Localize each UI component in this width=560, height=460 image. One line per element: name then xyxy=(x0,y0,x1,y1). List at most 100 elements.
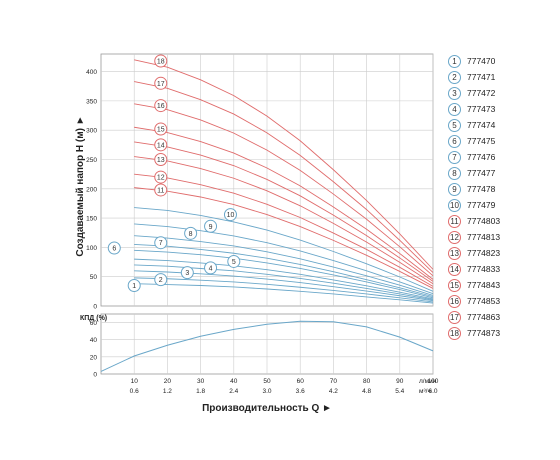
legend-badge: 4 xyxy=(448,102,461,116)
legend-model-number: 7774863 xyxy=(467,312,501,322)
head-tick-label: 300 xyxy=(86,128,97,135)
legend-badge: 5 xyxy=(448,118,461,132)
flow-tick-m3: 3.0 xyxy=(262,388,271,395)
legend-model-number: 7774803 xyxy=(467,216,501,226)
curve-badge-label: 2 xyxy=(159,277,163,284)
legend-item: 1 777470 xyxy=(448,53,558,69)
curve-badge-1: 1 xyxy=(127,278,141,292)
curve-badge-8: 8 xyxy=(184,226,198,240)
curve-badge-label: 6 xyxy=(112,245,116,252)
efficiency-axis-label: КПД (%) xyxy=(80,315,107,322)
flow-tick-m3: 2.4 xyxy=(229,388,238,395)
legend-badge: 13 xyxy=(448,246,461,260)
legend-item: 16 7774853 xyxy=(448,293,558,309)
legend-item: 4 777473 xyxy=(448,101,558,117)
legend-badge: 10 xyxy=(448,198,461,212)
head-tick-label: 400 xyxy=(86,69,97,76)
curve-badge-10: 10 xyxy=(223,208,237,222)
flow-tick-l: 80 xyxy=(363,378,371,385)
legend-badge: 18 xyxy=(448,326,461,340)
legend-model-number: 777472 xyxy=(467,88,496,98)
legend-badge: 15 xyxy=(448,278,461,292)
curve-badge-7: 7 xyxy=(154,236,168,250)
flow-unit-l: л/мин xyxy=(419,378,437,385)
legend-model-number: 777471 xyxy=(467,72,496,82)
legend-item: 9 777478 xyxy=(448,181,558,197)
legend-badge: 14 xyxy=(448,262,461,276)
legend-badge: 7 xyxy=(448,150,461,164)
curve-7774813 xyxy=(134,173,434,287)
head-tick-label: 100 xyxy=(86,245,97,252)
curve-7774853 xyxy=(134,103,434,277)
curve-777477 xyxy=(134,235,434,296)
legend-model-number: 777470 xyxy=(467,56,496,66)
curve-badge-label: 17 xyxy=(157,81,165,88)
curve-badge-3: 3 xyxy=(180,266,194,280)
flow-tick-m3: 0.6 xyxy=(130,388,139,395)
legend-item: 11 7774803 xyxy=(448,213,558,229)
legend-item: 5 777474 xyxy=(448,117,558,133)
curve-badge-label: 18 xyxy=(157,59,165,66)
efficiency-tick-label: 20 xyxy=(90,354,98,361)
flow-tick-l: 100 xyxy=(428,378,439,385)
curve-badge-label: 12 xyxy=(157,175,165,182)
curve-badge-label: 5 xyxy=(232,259,236,266)
curve-badge-11: 11 xyxy=(154,183,168,197)
flow-tick-m3: 6.0 xyxy=(428,388,437,395)
curve-777476 xyxy=(134,244,434,298)
curve-badge-9: 9 xyxy=(204,219,218,233)
flow-unit-m3: м³/ч xyxy=(419,388,431,395)
curve-777470 xyxy=(134,283,434,304)
head-tick-label: 150 xyxy=(86,216,97,223)
legend-badge: 8 xyxy=(448,166,461,180)
curve-777473 xyxy=(134,264,434,301)
legend-item: 14 7774833 xyxy=(448,261,558,277)
flow-tick-m3: 4.2 xyxy=(329,388,338,395)
legend-badge: 3 xyxy=(448,86,461,100)
efficiency-tick-label: 40 xyxy=(90,337,98,344)
legend-model-number: 777479 xyxy=(467,200,496,210)
legend-badge: 11 xyxy=(448,214,461,228)
legend-item: 8 777477 xyxy=(448,165,558,181)
legend-model-number: 7774873 xyxy=(467,328,501,338)
head-tick-label: 50 xyxy=(90,274,98,281)
head-axis: 0 50 100 150 200 250 300 350 400 xyxy=(86,69,97,310)
curve-badge-6: 6 xyxy=(107,241,121,255)
legend-model-number: 777476 xyxy=(467,152,496,162)
curve-badge-13: 13 xyxy=(154,152,168,166)
curve-badge-18: 18 xyxy=(154,54,168,68)
curve-badge-4: 4 xyxy=(204,261,218,275)
legend-model-number: 7774833 xyxy=(467,264,501,274)
legend-item: 12 7774813 xyxy=(448,229,558,245)
curve-badge-label: 13 xyxy=(157,157,165,164)
curve-badge-16: 16 xyxy=(154,99,168,113)
head-tick-label: 200 xyxy=(86,186,97,193)
legend-badge: 1 xyxy=(448,54,461,68)
head-curves xyxy=(134,59,434,304)
curve-badge-label: 8 xyxy=(189,231,193,238)
curve-badge-label: 14 xyxy=(157,142,165,149)
head-tick-label: 350 xyxy=(86,98,97,105)
efficiency-line xyxy=(100,320,434,372)
curve-badge-label: 9 xyxy=(209,224,213,231)
curve-badge-12: 12 xyxy=(154,170,168,184)
efficiency-tick-label: 0 xyxy=(93,372,97,379)
head-axis-label: Создаваемый напор H (м) ► xyxy=(75,115,86,256)
flow-tick-m3: 3.6 xyxy=(296,388,305,395)
curve-badge-label: 7 xyxy=(159,240,163,247)
curve-777471 xyxy=(134,277,434,303)
curve-777475 xyxy=(134,249,434,299)
curve-7774843 xyxy=(134,126,434,280)
curve-badge-label: 11 xyxy=(157,187,164,194)
curve-badge-2: 2 xyxy=(154,273,168,287)
flow-tick-m3: 1.8 xyxy=(196,388,205,395)
legend-badge: 12 xyxy=(448,230,461,244)
legend-item: 10 777479 xyxy=(448,197,558,213)
curve-badge-17: 17 xyxy=(154,76,168,90)
flow-tick-l: 50 xyxy=(263,378,271,385)
flow-tick-m3: 4.8 xyxy=(362,388,371,395)
curve-777474 xyxy=(134,258,434,300)
curve-777478 xyxy=(134,223,434,295)
